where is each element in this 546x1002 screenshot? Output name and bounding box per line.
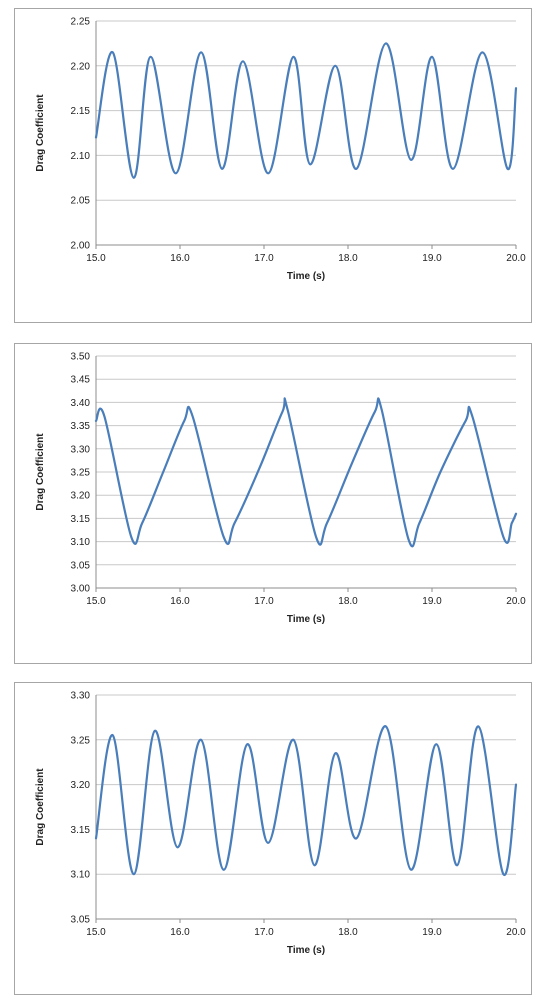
y-tick-label: 2.10 xyxy=(71,151,91,162)
y-tick-label: 3.10 xyxy=(71,537,91,548)
chart-panel-1: 2.00 2.05 2.10 2.15 2.20 2.25 15.0 16.0 17.0 18.0… xyxy=(14,8,532,323)
y-tick-label: 3.05 xyxy=(71,915,91,926)
x-tick-label: 18.0 xyxy=(338,596,358,607)
chart-3: 3.05 3.10 3.15 3.20 3.25 3.30 15.0 16.0 17.0 18.0… xyxy=(35,691,526,957)
series-line-1 xyxy=(94,725,518,876)
x-axis-title: Time (s) xyxy=(287,271,325,282)
series-line-1 xyxy=(94,397,518,548)
x-axis-title: Time (s) xyxy=(287,945,325,956)
y-tick-label: 2.20 xyxy=(71,61,91,72)
x-tick-label: 20.0 xyxy=(506,596,526,607)
x-tick-label: 19.0 xyxy=(422,253,442,264)
y-tick-label: 3.00 xyxy=(71,584,91,595)
chart-1: 2.00 2.05 2.10 2.15 2.20 2.25 15.0 16.0 17.0 18.0… xyxy=(35,17,526,283)
y-tick-label: 3.15 xyxy=(71,514,91,525)
x-tick-label: 20.0 xyxy=(506,927,526,938)
y-tick-label: 3.15 xyxy=(71,825,91,836)
x-tick-label: 20.0 xyxy=(506,253,526,264)
x-tick-label: 16.0 xyxy=(170,596,190,607)
y-axis-title: Drag Coefficient xyxy=(35,94,46,172)
y-tick-label: 2.05 xyxy=(71,196,91,207)
chart-panel-3: 3.05 3.10 3.15 3.20 3.25 3.30 15.0 16.0 17.0 18.0… xyxy=(14,682,532,995)
y-tick-label: 3.30 xyxy=(71,691,91,702)
y-tick-label: 3.45 xyxy=(71,375,91,386)
x-tick-label: 17.0 xyxy=(254,253,274,264)
y-tick-label: 2.25 xyxy=(71,17,91,28)
x-tick-label: 15.0 xyxy=(86,927,106,938)
x-tick-label: 17.0 xyxy=(254,927,274,938)
x-tick-label: 18.0 xyxy=(338,927,358,938)
x-axis-title: Time (s) xyxy=(287,614,325,625)
chart-2: 3.00 3.05 3.10 3.15 3.20 3.25 3.30 3.35 3.40 3.45… xyxy=(35,352,526,626)
x-tick-label: 17.0 xyxy=(254,596,274,607)
series-line-1 xyxy=(94,42,518,179)
x-tick-label: 19.0 xyxy=(422,927,442,938)
x-tick-label: 18.0 xyxy=(338,253,358,264)
y-tick-label: 3.20 xyxy=(71,780,91,791)
y-tick-label: 3.20 xyxy=(71,491,91,502)
y-tick-label: 3.50 xyxy=(71,352,91,363)
y-tick-label: 3.05 xyxy=(71,560,91,571)
y-tick-label: 3.40 xyxy=(71,398,91,409)
x-tick-label: 16.0 xyxy=(170,253,190,264)
y-tick-label: 3.30 xyxy=(71,444,91,455)
x-tick-label: 15.0 xyxy=(86,596,106,607)
y-axis-title: Drag Coefficient xyxy=(35,768,46,846)
chart-panel-2: 3.00 3.05 3.10 3.15 3.20 3.25 3.30 3.35 3.40 3.45… xyxy=(14,343,532,664)
x-tick-label: 19.0 xyxy=(422,596,442,607)
y-tick-label: 3.25 xyxy=(71,468,91,479)
x-tick-label: 15.0 xyxy=(86,253,106,264)
y-tick-label: 2.00 xyxy=(71,241,91,252)
y-tick-label: 3.10 xyxy=(71,870,91,881)
y-tick-label: 2.15 xyxy=(71,106,91,117)
y-tick-label: 3.25 xyxy=(71,735,91,746)
y-tick-label: 3.35 xyxy=(71,421,91,432)
x-tick-label: 16.0 xyxy=(170,927,190,938)
y-axis-title: Drag Coefficient xyxy=(35,433,46,511)
